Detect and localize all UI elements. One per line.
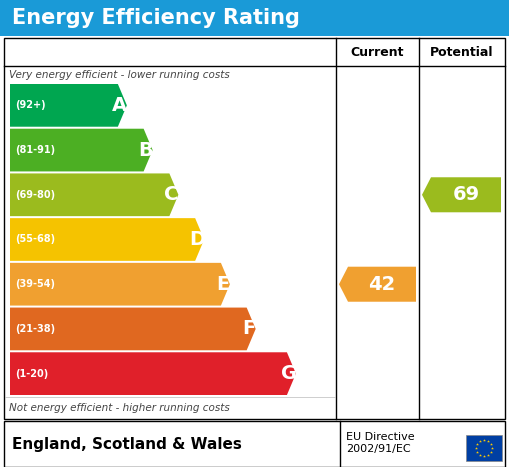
Text: England, Scotland & Wales: England, Scotland & Wales	[12, 437, 242, 452]
Polygon shape	[10, 218, 204, 261]
Bar	[4, 38, 505, 419]
Polygon shape	[422, 177, 501, 212]
Text: A: A	[112, 96, 127, 115]
Text: (92+): (92+)	[15, 100, 46, 110]
Polygon shape	[339, 267, 416, 302]
Text: (1-20): (1-20)	[15, 368, 48, 379]
Text: B: B	[138, 141, 153, 160]
Polygon shape	[10, 173, 178, 216]
Polygon shape	[10, 84, 127, 127]
Text: (21-38): (21-38)	[15, 324, 55, 334]
Text: Very energy efficient - lower running costs: Very energy efficient - lower running co…	[9, 70, 230, 80]
Text: (69-80): (69-80)	[15, 190, 55, 200]
Text: F: F	[242, 319, 256, 339]
Text: 42: 42	[369, 275, 395, 294]
Text: Energy Efficiency Rating: Energy Efficiency Rating	[12, 8, 300, 28]
Polygon shape	[10, 352, 296, 395]
Text: Current: Current	[351, 45, 404, 58]
Text: (55-68): (55-68)	[15, 234, 55, 245]
Text: 69: 69	[453, 185, 479, 204]
Polygon shape	[10, 263, 230, 305]
Bar	[4, 421, 505, 467]
Polygon shape	[10, 129, 153, 171]
Text: D: D	[189, 230, 205, 249]
Text: EU Directive
2002/91/EC: EU Directive 2002/91/EC	[346, 432, 415, 454]
Text: Not energy efficient - higher running costs: Not energy efficient - higher running co…	[9, 403, 230, 413]
Text: Potential: Potential	[430, 45, 494, 58]
Text: E: E	[216, 275, 230, 294]
Text: G: G	[281, 364, 297, 383]
Text: C: C	[164, 185, 179, 204]
Text: (81-91): (81-91)	[15, 145, 55, 155]
Polygon shape	[10, 308, 256, 350]
Bar	[466, 435, 502, 461]
Bar	[0, 0, 509, 36]
Text: (39-54): (39-54)	[15, 279, 55, 289]
